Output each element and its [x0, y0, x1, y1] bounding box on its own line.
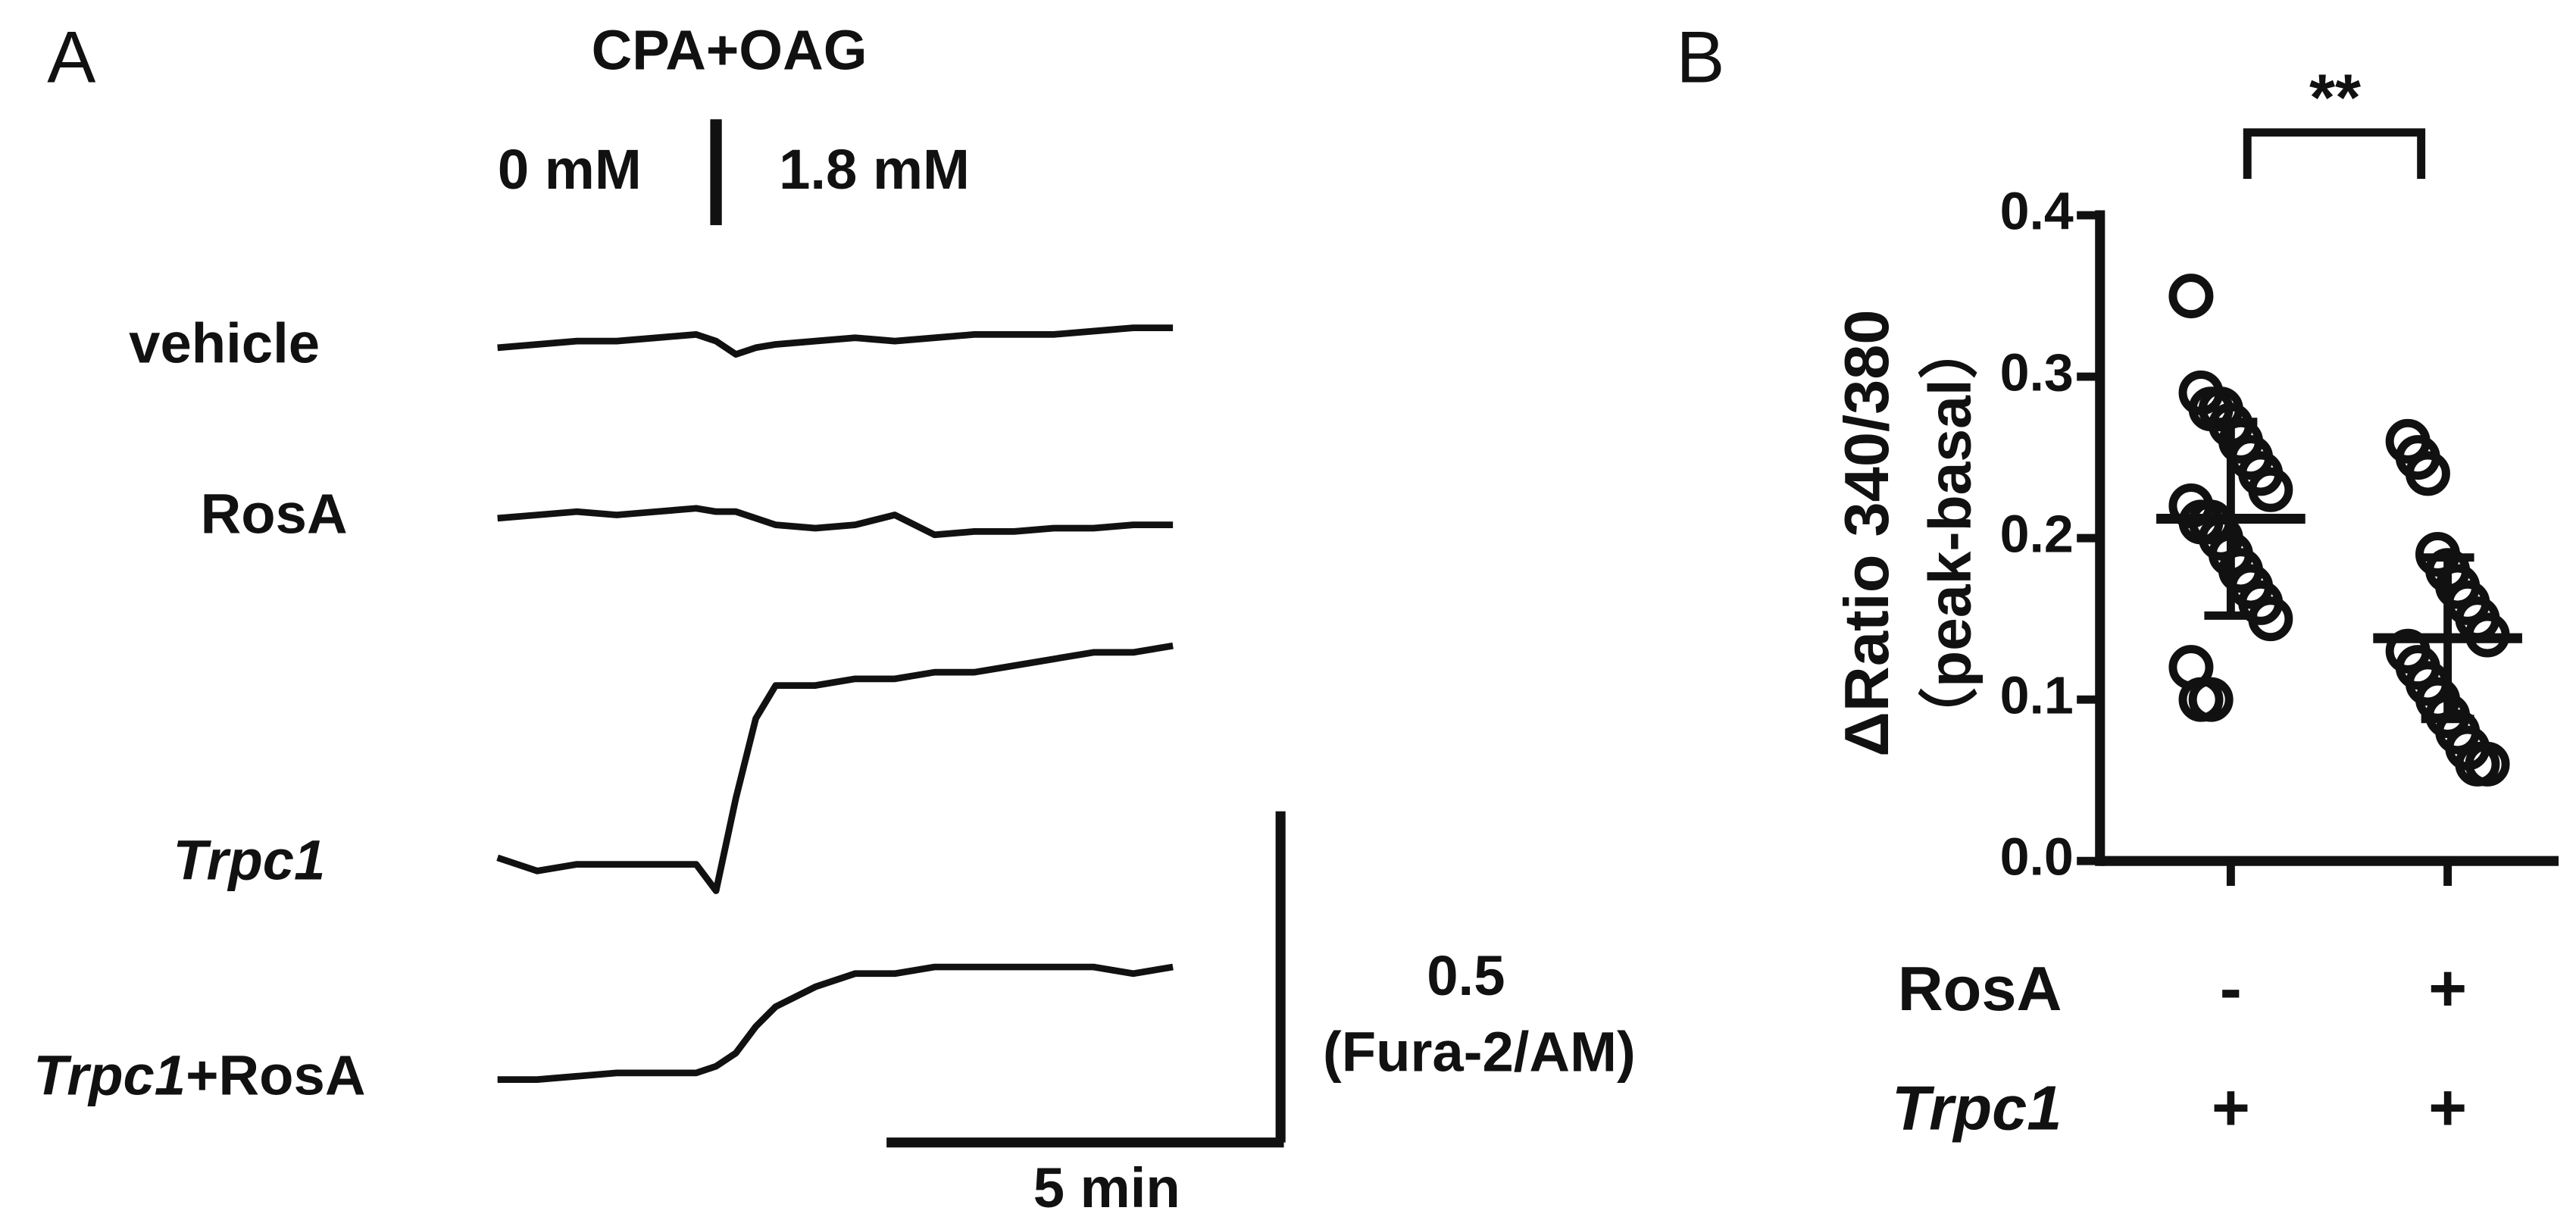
data-point	[2168, 274, 2214, 319]
stimulus-after: 1.8 mM	[779, 138, 970, 201]
trace-label: RosA	[201, 483, 348, 546]
panel-label: B	[1676, 17, 1724, 98]
data-point	[2465, 741, 2510, 787]
trace	[497, 505, 1174, 539]
y-tick-label: 0.2	[2000, 505, 2074, 564]
stimulus-before: 0 mM	[498, 138, 642, 201]
panel-label: A	[47, 17, 95, 98]
data-point	[2405, 451, 2450, 496]
trace	[496, 642, 1174, 894]
scale-bar-y-label: 0.5	[1427, 944, 1505, 1007]
y-tick-label: 0.0	[2000, 827, 2074, 887]
factor-label: Trpc1	[1892, 1072, 2062, 1143]
trace-label: Trpc1	[173, 828, 325, 891]
factor-level: -	[2220, 951, 2242, 1025]
y-tick-label: 0.3	[2000, 343, 2074, 402]
y-tick-label: 0.1	[2000, 666, 2074, 725]
trace	[497, 324, 1174, 358]
trace	[497, 963, 1174, 1084]
data-point	[2188, 677, 2234, 722]
factor-level: +	[2212, 1070, 2250, 1144]
factor-level: +	[2428, 1070, 2467, 1144]
significance-label: **	[2309, 61, 2361, 135]
scale-bar-y-unit: (Fura-2/AM)	[1323, 1021, 1636, 1084]
trace-label: vehicle	[129, 311, 320, 374]
scale-bar-x-label: 5 min	[1033, 1156, 1180, 1217]
trace-label: Trpc1+RosA	[33, 1043, 365, 1106]
factor-level: +	[2428, 951, 2467, 1025]
factor-label: RosA	[1898, 953, 2062, 1024]
stimulus-label: CPA+OAG	[592, 19, 868, 82]
y-tick-label: 0.4	[2000, 182, 2074, 241]
significance-bracket	[2243, 128, 2426, 179]
y-axis-title: ΔRatio 340/380	[1831, 309, 1902, 756]
data-point	[2248, 467, 2293, 512]
y-axis-subtitle: （peak-basal）	[1916, 320, 1983, 747]
